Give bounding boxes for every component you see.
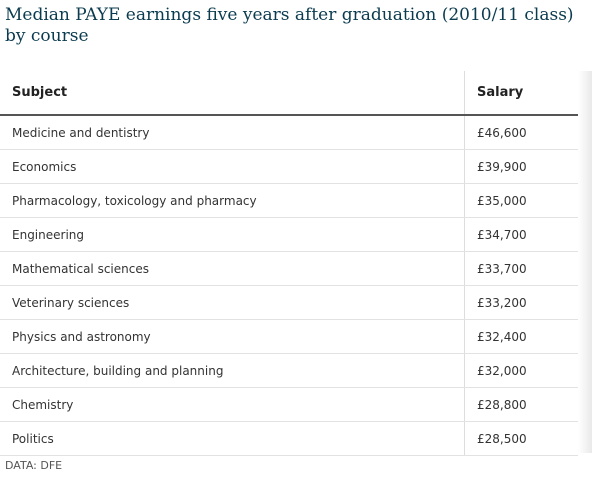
earnings-table-container: Subject Salary Medicine and dentistry £46… [0, 71, 592, 456]
table-row: Politics £28,500 [0, 421, 578, 456]
scroll-shadow [578, 71, 592, 453]
chart-title: Median PAYE earnings five years after gr… [5, 5, 574, 46]
subject-cell: Architecture, building and planning [0, 353, 465, 388]
table-row: Architecture, building and planning £32,0… [0, 353, 578, 388]
salary-cell: £32,400 [464, 319, 578, 354]
salary-cell: £32,000 [464, 353, 578, 388]
salary-column-header: Salary [464, 71, 578, 116]
subject-cell: Mathematical sciences [0, 251, 465, 286]
table-row: Veterinary sciences £33,200 [0, 285, 578, 320]
table-body: Medicine and dentistry £46,600 Economics £3… [0, 115, 578, 456]
table-header-row: Subject Salary [0, 71, 578, 116]
subject-cell: Veterinary sciences [0, 285, 465, 320]
subject-cell: Chemistry [0, 387, 465, 422]
subject-cell: Politics [0, 421, 465, 456]
salary-cell: £33,700 [464, 251, 578, 286]
subject-cell: Pharmacology, toxicology and pharmacy [0, 183, 465, 218]
table-row: Engineering £34,700 [0, 217, 578, 252]
earnings-table: Subject Salary Medicine and dentistry £46… [0, 71, 578, 456]
table-row: Medicine and dentistry £46,600 [0, 115, 578, 150]
table-row: Mathematical sciences £33,700 [0, 251, 578, 286]
subject-cell: Engineering [0, 217, 465, 252]
salary-cell: £35,000 [464, 183, 578, 218]
data-source: DATA: DFE [5, 459, 63, 472]
salary-cell: £34,700 [464, 217, 578, 252]
subject-cell: Economics [0, 149, 465, 184]
subject-cell: Physics and astronomy [0, 319, 465, 354]
subject-column-header: Subject [0, 71, 465, 116]
salary-cell: £39,900 [464, 149, 578, 184]
salary-cell: £33,200 [464, 285, 578, 320]
table-row: Pharmacology, toxicology and pharmacy £35… [0, 183, 578, 218]
salary-cell: £28,500 [464, 421, 578, 456]
salary-cell: £46,600 [464, 115, 578, 150]
table-row: Chemistry £28,800 [0, 387, 578, 422]
salary-cell: £28,800 [464, 387, 578, 422]
table-row: Physics and astronomy £32,400 [0, 319, 578, 354]
subject-cell: Medicine and dentistry [0, 115, 465, 150]
table-row: Economics £39,900 [0, 149, 578, 184]
